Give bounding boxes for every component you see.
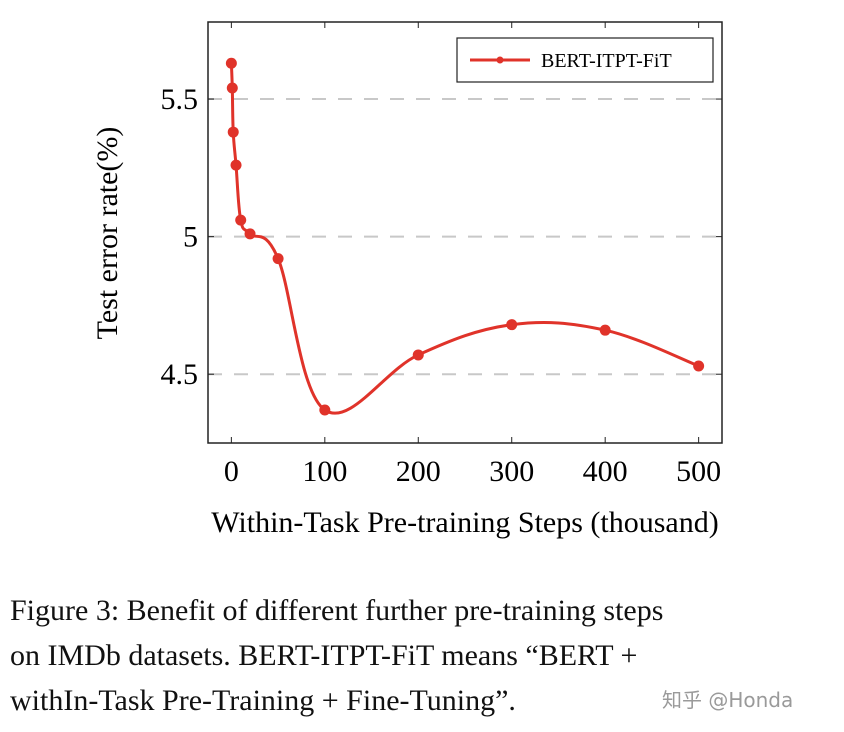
- x-axis: 0 100 200 300 400 500: [224, 22, 721, 488]
- data-point: [226, 82, 238, 94]
- data-point: [693, 360, 705, 372]
- data-point: [225, 57, 237, 69]
- x-tick-label: 400: [583, 455, 628, 488]
- series-line-bert-itpt-fit: [229, 63, 700, 415]
- x-tick-label: 500: [676, 455, 721, 488]
- x-tick-label: 300: [489, 455, 534, 488]
- caption-line: withIn-Task Pre-Training + Fine-Tuning”.: [10, 684, 516, 717]
- y-tick-label: 5: [183, 221, 198, 254]
- legend: BERT-ITPT-FiT: [456, 37, 714, 83]
- data-points: [225, 57, 705, 416]
- figure-caption: Figure 3: Benefit of different further p…: [10, 588, 840, 723]
- data-point: [506, 319, 518, 331]
- line-chart: 0 100 200 300 400 500 4.5 5 5.5 BERT-ITPT-FiT W…: [91, 21, 723, 539]
- caption-line: on IMDb datasets. BERT-ITPT-FiT means “B…: [10, 639, 638, 672]
- y-axis: 4.5 5 5.5: [161, 83, 722, 391]
- x-tick-label: 100: [302, 455, 347, 488]
- watermark: 知乎 @Honda: [662, 688, 794, 712]
- grid-lines: [208, 98, 722, 376]
- y-axis-label: Test error rate(%): [91, 127, 124, 340]
- legend-marker: [496, 56, 504, 64]
- data-point: [227, 126, 239, 138]
- x-tick-label: 200: [396, 455, 441, 488]
- data-point: [235, 214, 247, 226]
- data-point: [230, 159, 242, 171]
- data-point: [244, 228, 256, 240]
- data-point: [319, 404, 331, 416]
- y-tick-label: 5.5: [161, 83, 199, 116]
- x-axis-label: Within-Task Pre-training Steps (thousand…: [211, 506, 718, 539]
- caption-line: Figure 3: Benefit of different further p…: [10, 594, 664, 627]
- legend-label: BERT-ITPT-FiT: [541, 50, 672, 72]
- x-tick-label: 0: [224, 455, 239, 488]
- y-tick-label: 4.5: [161, 358, 199, 391]
- data-point: [599, 324, 611, 336]
- data-point: [272, 253, 284, 265]
- data-point: [412, 349, 424, 361]
- plot-frame: [207, 21, 723, 444]
